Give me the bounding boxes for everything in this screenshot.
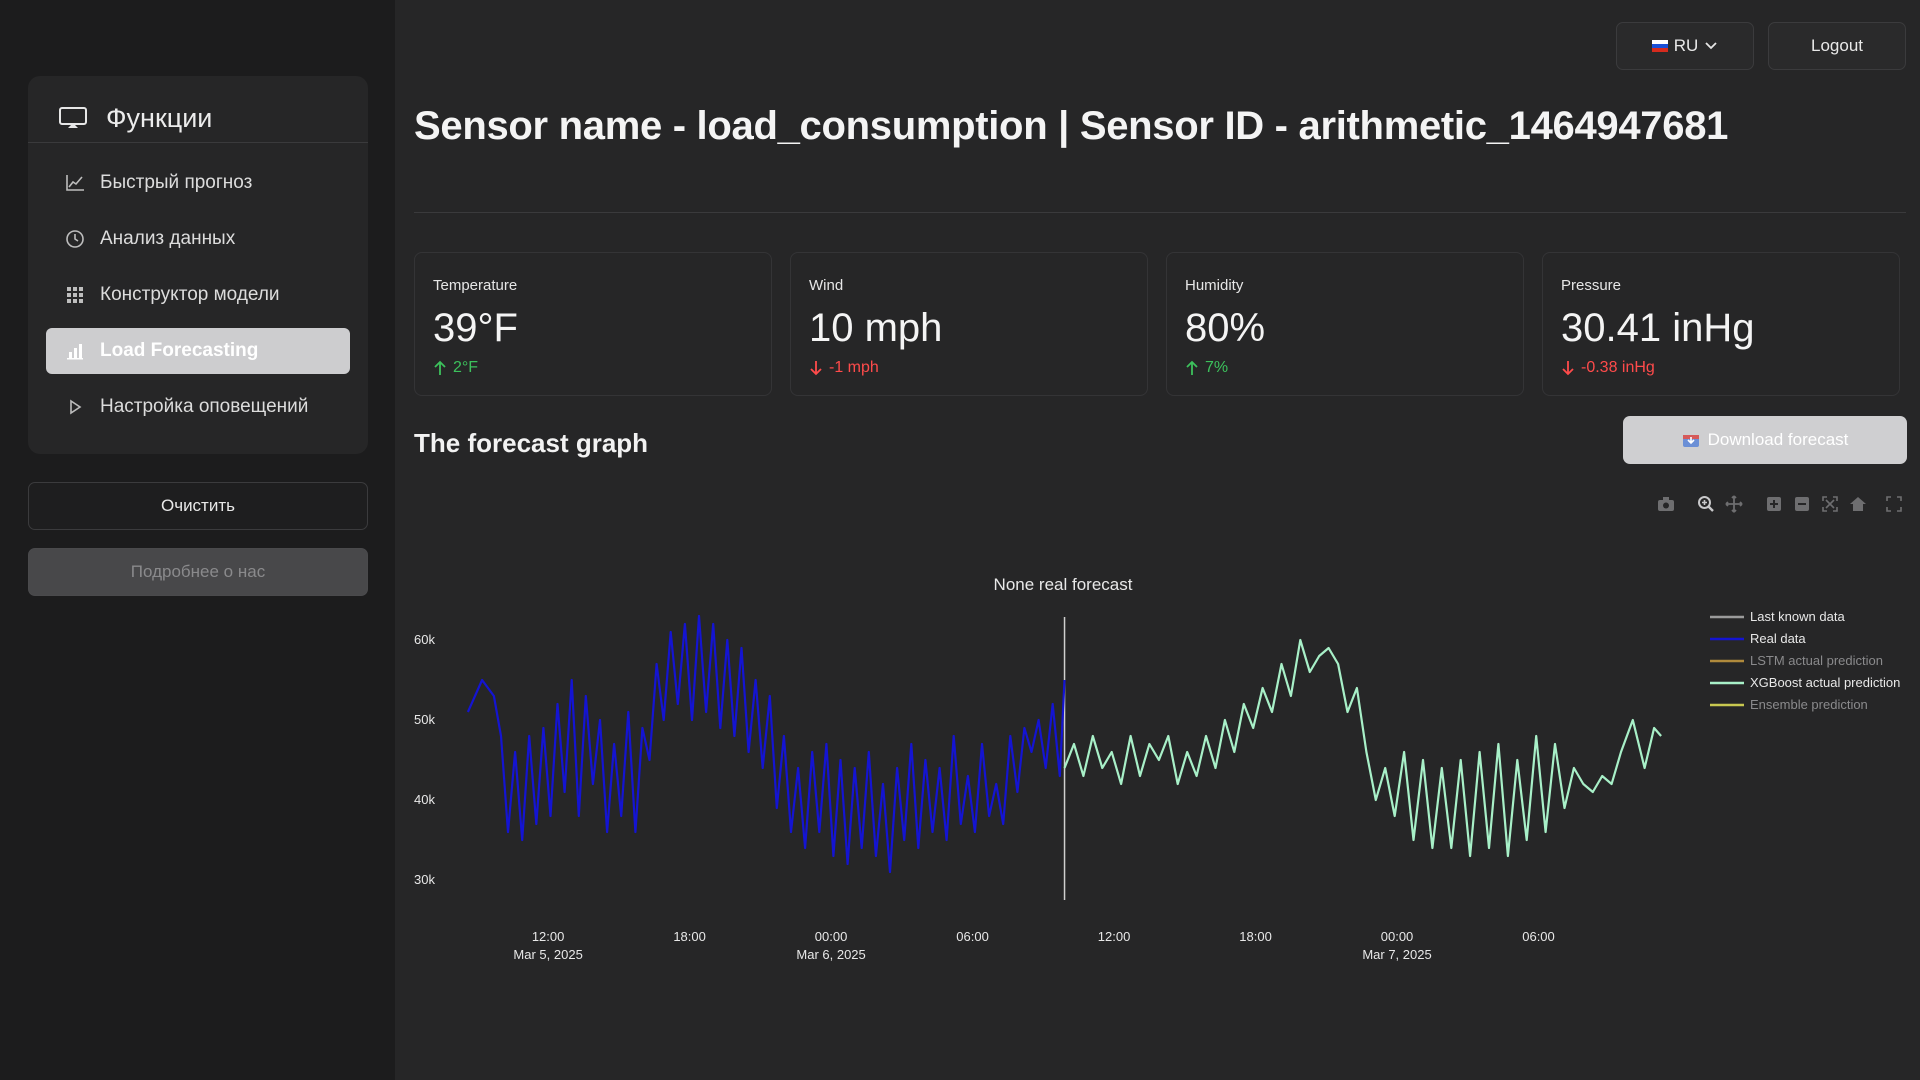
- download-forecast-label: Download forecast: [1707, 430, 1849, 449]
- legend-item[interactable]: LSTM actual prediction: [1750, 653, 1883, 668]
- metrics-row: Temperature 39°F 2°F Wind 10 mph -1 mph …: [414, 252, 1900, 396]
- camera-icon[interactable]: [1656, 494, 1676, 514]
- zoom-icon[interactable]: [1696, 494, 1716, 514]
- sidebar-item-alert-settings[interactable]: Настройка оповещений: [46, 384, 350, 430]
- forecast-chart[interactable]: None real forecast 30k 40k 50k 60k 12:00 Mar…: [400, 560, 1910, 980]
- inbox-tray-icon: [1682, 435, 1699, 447]
- metric-temperature: Temperature 39°F 2°F: [414, 252, 772, 396]
- download-forecast-button[interactable]: Download forecast: [1623, 416, 1907, 464]
- legend-item[interactable]: Real data: [1750, 631, 1806, 646]
- zoom-in-icon[interactable]: [1764, 494, 1784, 514]
- bar-chart-icon: [64, 340, 86, 362]
- logout-button[interactable]: Logout: [1768, 22, 1906, 70]
- zoom-out-icon[interactable]: [1792, 494, 1812, 514]
- y-axis: 30k 40k 50k 60k: [414, 632, 435, 887]
- y-tick-label: 60k: [414, 632, 435, 647]
- chart-legend: Last known data Real data LSTM actual pred…: [1710, 609, 1900, 712]
- x-tick-label: 18:00: [1239, 929, 1272, 944]
- xgboost-prediction-line: [1063, 638, 1662, 858]
- x-axis: 12:00 Mar 5, 2025 18:00 00:00 Mar 6, 2025 06:…: [513, 929, 1554, 962]
- forecast-section-title: The forecast graph: [414, 428, 649, 458]
- arrow-down-icon: [1562, 361, 1574, 376]
- sidebar-item-label: Load Forecasting: [100, 340, 259, 361]
- metric-delta-value: -1 mph: [829, 359, 879, 376]
- fullscreen-icon[interactable]: [1884, 494, 1904, 514]
- legend-item[interactable]: Ensemble prediction: [1750, 697, 1868, 712]
- metric-delta: -0.38 inHg: [1561, 359, 1899, 377]
- sidebar: Функции Быстрый прогноз Анализ данных Ко…: [0, 0, 395, 1080]
- sidebar-item-load-forecasting[interactable]: Load Forecasting: [46, 328, 350, 374]
- metric-label: Temperature: [433, 277, 518, 294]
- autoscale-icon[interactable]: [1820, 494, 1840, 514]
- x-tick-label: 18:00: [673, 929, 706, 944]
- sidebar-item-label: Настройка оповещений: [100, 396, 309, 417]
- metric-delta-value: -0.38 inHg: [1581, 359, 1655, 376]
- legend-item[interactable]: Last known data: [1750, 609, 1845, 624]
- about-us-button[interactable]: Подробнее о нас: [28, 548, 368, 596]
- functions-card: Функции Быстрый прогноз Анализ данных Ко…: [28, 76, 368, 454]
- triangle-right-icon: [64, 396, 86, 418]
- legend-item[interactable]: XGBoost actual prediction: [1750, 675, 1900, 690]
- metric-value: 80%: [1185, 306, 1266, 350]
- arrow-up-icon: [434, 360, 446, 375]
- metric-label: Pressure: [1561, 277, 1622, 294]
- pan-icon[interactable]: [1724, 494, 1744, 514]
- metric-label: Humidity: [1185, 277, 1244, 294]
- russia-flag-icon: [1651, 40, 1668, 52]
- language-label: RU: [1673, 36, 1699, 55]
- clock-icon: [64, 228, 86, 250]
- functions-title: Функции: [106, 102, 213, 133]
- x-tick-sublabel: Mar 5, 2025: [513, 947, 582, 962]
- clear-button[interactable]: Очистить: [28, 482, 368, 530]
- grid-icon: [64, 284, 86, 306]
- sidebar-item-label: Конструктор модели: [100, 284, 280, 305]
- language-select[interactable]: RU: [1616, 22, 1754, 70]
- x-tick-label: 06:00: [956, 929, 989, 944]
- metric-wind: Wind 10 mph -1 mph: [790, 252, 1148, 396]
- metric-value: 30.41 inHg: [1561, 306, 1755, 350]
- home-icon[interactable]: [1848, 494, 1868, 514]
- arrow-up-icon: [1186, 360, 1198, 375]
- metric-delta-value: 7%: [1205, 359, 1229, 376]
- sidebar-item-quick-forecast[interactable]: Быстрый прогноз: [46, 160, 350, 206]
- chart-toolbar: [1656, 494, 1904, 514]
- x-tick-label: 00:00: [815, 929, 848, 944]
- x-tick-label: 12:00: [1098, 929, 1131, 944]
- metric-delta: 7%: [1185, 359, 1523, 377]
- top-controls: RU Logout: [1616, 22, 1906, 70]
- page-title: Sensor name - load_consumption | Sensor …: [414, 104, 1729, 148]
- y-tick-label: 50k: [414, 712, 435, 727]
- forecast-annotation: None real forecast: [994, 575, 1133, 594]
- metric-value: 10 mph: [809, 306, 943, 350]
- sidebar-item-model-builder[interactable]: Конструктор модели: [46, 272, 350, 318]
- divider: [414, 212, 1906, 213]
- metric-humidity: Humidity 80% 7%: [1166, 252, 1524, 396]
- x-tick-label: 00:00: [1381, 929, 1414, 944]
- x-tick-sublabel: Mar 7, 2025: [1362, 947, 1431, 962]
- y-tick-label: 30k: [414, 872, 435, 887]
- arrow-down-icon: [810, 361, 822, 376]
- sidebar-nav: Быстрый прогноз Анализ данных Конструкто…: [46, 160, 350, 440]
- y-tick-label: 40k: [414, 792, 435, 807]
- metric-value: 39°F: [433, 306, 518, 350]
- line-chart-icon: [64, 172, 86, 194]
- sidebar-item-label: Быстрый прогноз: [100, 172, 253, 193]
- metric-label: Wind: [809, 277, 844, 294]
- metric-delta: 2°F: [433, 359, 771, 377]
- real-data-line: [466, 614, 1066, 874]
- chevron-down-icon: [1705, 42, 1717, 50]
- metric-delta-value: 2°F: [453, 359, 479, 376]
- x-tick-label: 06:00: [1522, 929, 1555, 944]
- sidebar-item-label: Анализ данных: [100, 228, 236, 249]
- functions-header: Функции: [28, 94, 368, 143]
- x-tick-sublabel: Mar 6, 2025: [796, 947, 865, 962]
- metric-delta: -1 mph: [809, 359, 1147, 377]
- monitor-icon: [59, 107, 87, 128]
- sidebar-item-data-analysis[interactable]: Анализ данных: [46, 216, 350, 262]
- metric-pressure: Pressure 30.41 inHg -0.38 inHg: [1542, 252, 1900, 396]
- x-tick-label: 12:00: [532, 929, 565, 944]
